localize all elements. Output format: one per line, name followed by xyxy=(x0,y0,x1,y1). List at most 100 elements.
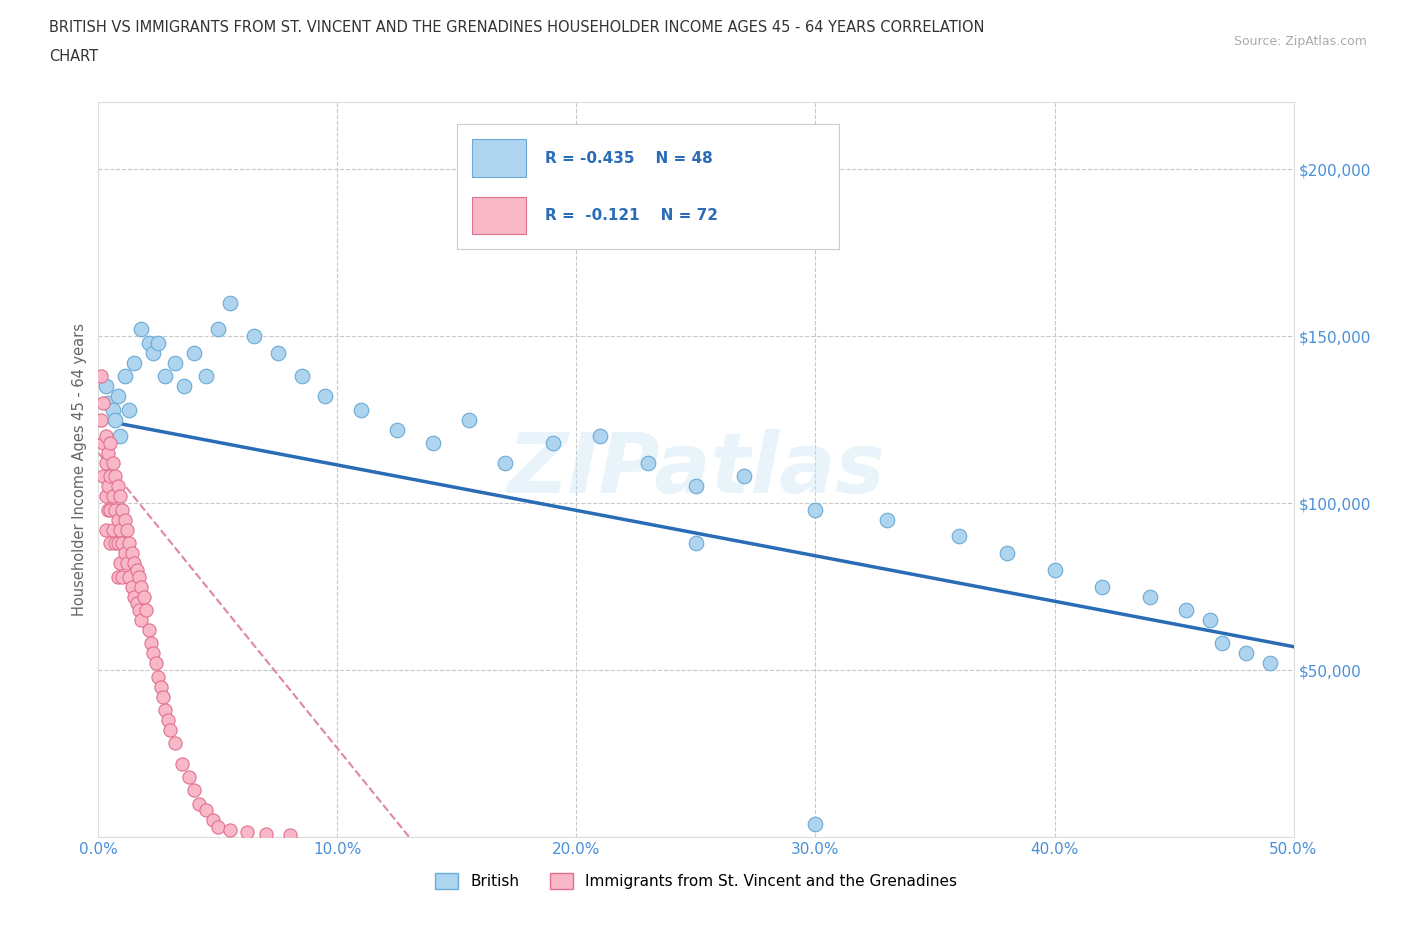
Point xyxy=(132,589,155,604)
Point xyxy=(104,412,127,427)
Point xyxy=(124,556,146,571)
Point xyxy=(114,512,136,527)
Point xyxy=(108,523,131,538)
Point xyxy=(422,435,444,450)
Point xyxy=(98,536,122,551)
Point xyxy=(91,435,114,450)
Point xyxy=(94,489,117,504)
Point xyxy=(115,523,138,538)
Point xyxy=(458,412,481,427)
Point xyxy=(138,336,160,351)
Point xyxy=(541,435,564,450)
Point xyxy=(131,322,153,337)
Point xyxy=(267,345,290,360)
Point xyxy=(111,502,134,517)
Point xyxy=(385,422,409,437)
Point xyxy=(98,435,122,450)
Point xyxy=(219,295,242,310)
Point xyxy=(1234,646,1257,661)
Point xyxy=(125,596,148,611)
Point xyxy=(128,603,150,618)
Point xyxy=(124,589,146,604)
Text: BRITISH VS IMMIGRANTS FROM ST. VINCENT AND THE GRENADINES HOUSEHOLDER INCOME AGE: BRITISH VS IMMIGRANTS FROM ST. VINCENT A… xyxy=(49,20,984,35)
Point xyxy=(101,489,124,504)
Point xyxy=(97,502,120,517)
Point xyxy=(179,769,201,784)
Point xyxy=(115,556,138,571)
Point xyxy=(219,823,242,838)
Point xyxy=(159,723,181,737)
Point xyxy=(118,402,141,417)
Point xyxy=(235,825,257,840)
Point xyxy=(94,456,117,471)
Point xyxy=(1199,613,1222,628)
Point xyxy=(163,736,186,751)
Point xyxy=(131,579,153,594)
Point xyxy=(195,803,218,817)
Text: Source: ZipAtlas.com: Source: ZipAtlas.com xyxy=(1233,35,1367,48)
Point xyxy=(350,402,373,417)
Point xyxy=(104,502,127,517)
Point xyxy=(637,456,659,471)
Point xyxy=(111,536,134,551)
Point xyxy=(107,389,129,404)
Point xyxy=(163,355,186,370)
Point xyxy=(108,429,131,444)
Point xyxy=(243,328,266,343)
Point xyxy=(173,379,195,393)
Point xyxy=(995,546,1018,561)
Point xyxy=(685,536,707,551)
Point xyxy=(183,345,205,360)
Point xyxy=(131,613,153,628)
Point xyxy=(114,546,136,561)
Point xyxy=(804,817,827,831)
Point xyxy=(94,429,117,444)
Point xyxy=(207,322,229,337)
Point xyxy=(104,469,127,484)
Point xyxy=(254,826,277,841)
Point xyxy=(125,563,148,578)
Point xyxy=(148,336,170,351)
Point xyxy=(121,546,143,561)
Point xyxy=(202,813,225,828)
Point xyxy=(152,689,174,704)
Point xyxy=(948,529,970,544)
Point xyxy=(94,523,117,538)
Point xyxy=(145,656,167,671)
Point xyxy=(107,512,129,527)
Point xyxy=(94,379,117,393)
Point xyxy=(114,368,136,383)
Point xyxy=(195,368,218,383)
Point xyxy=(149,679,172,694)
Point xyxy=(1258,656,1281,671)
Point xyxy=(108,556,131,571)
Point xyxy=(207,819,229,834)
Point xyxy=(139,636,162,651)
Point xyxy=(142,646,165,661)
Text: ZIPatlas: ZIPatlas xyxy=(508,429,884,511)
Point xyxy=(98,469,122,484)
Point xyxy=(315,389,337,404)
Point xyxy=(135,603,157,618)
Point xyxy=(1211,636,1233,651)
Point xyxy=(494,456,516,471)
Point xyxy=(589,429,612,444)
Point xyxy=(148,670,170,684)
Point xyxy=(91,469,114,484)
Point xyxy=(155,703,177,718)
Point xyxy=(118,569,141,584)
Point xyxy=(97,395,120,410)
Point xyxy=(142,345,165,360)
Point xyxy=(111,569,134,584)
Point xyxy=(98,502,122,517)
Y-axis label: Householder Income Ages 45 - 64 years: Householder Income Ages 45 - 64 years xyxy=(72,323,87,617)
Point xyxy=(733,469,755,484)
Point xyxy=(107,479,129,494)
Point xyxy=(124,355,146,370)
Point xyxy=(128,569,150,584)
Point xyxy=(101,523,124,538)
Point xyxy=(107,536,129,551)
Point xyxy=(118,536,141,551)
Point xyxy=(187,796,209,811)
Point xyxy=(183,783,205,798)
